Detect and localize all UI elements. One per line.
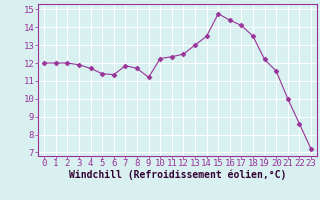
X-axis label: Windchill (Refroidissement éolien,°C): Windchill (Refroidissement éolien,°C) [69, 169, 286, 180]
